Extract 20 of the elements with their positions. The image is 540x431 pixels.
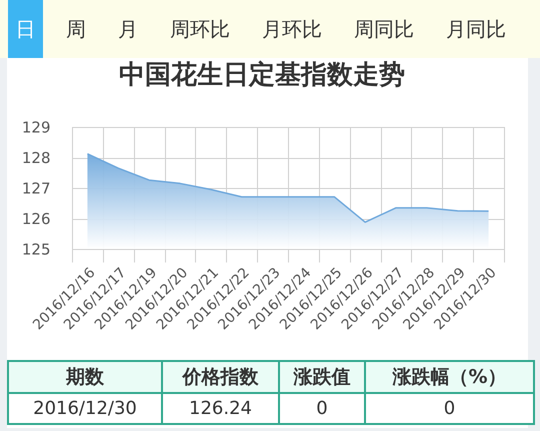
text: 价格指数 [162, 361, 279, 393]
text: 2016/12/30 [8, 393, 162, 424]
text: 期数 [8, 361, 162, 393]
text: 涨跌幅（%） [365, 361, 534, 393]
chart-title: 中国花生日定基指数走势 [119, 60, 405, 90]
text: 0 [279, 393, 365, 424]
text: 0 [365, 393, 534, 424]
tab-button[interactable]: 月同比 [446, 0, 506, 58]
tab-button[interactable]: 周 [66, 0, 86, 58]
y-tick-label: 127 [22, 180, 50, 198]
y-tick-label: 126 [22, 210, 50, 228]
y-tick-label: 129 [22, 118, 50, 136]
tab-button[interactable]: 周环比 [170, 0, 230, 58]
text: 涨跌值 [279, 361, 365, 393]
text: 126.24 [162, 393, 279, 424]
y-tick-label: 128 [22, 149, 50, 167]
tab-button[interactable]: 月环比 [262, 0, 322, 58]
y-tick-label: 125 [22, 240, 50, 258]
tab-button[interactable]: 周同比 [354, 0, 414, 58]
tab-button[interactable]: 月 [118, 0, 138, 58]
